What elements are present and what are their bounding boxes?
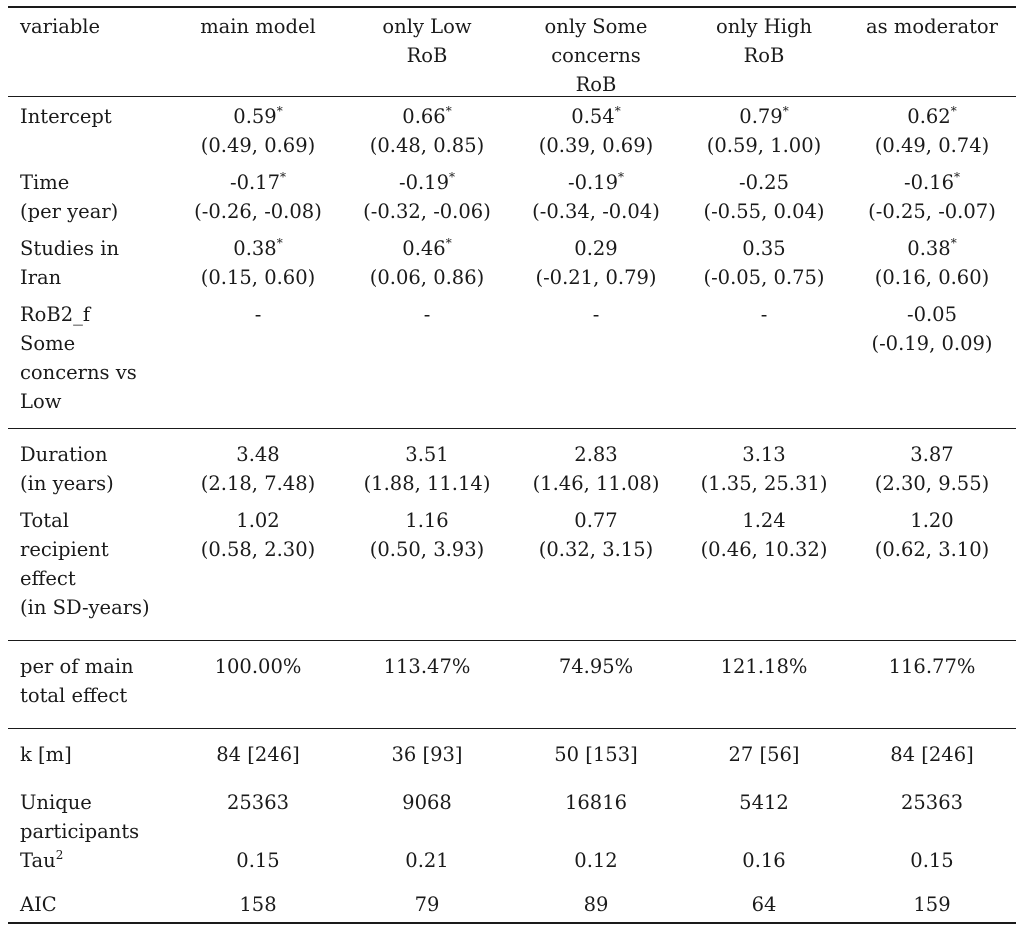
- table-cell: 5412: [739, 791, 789, 814]
- table-cell: 0.38* (0.15, 0.60): [200, 236, 316, 289]
- header-col-2: only Low RoB: [382, 15, 472, 67]
- row-label: Intercept: [20, 105, 112, 128]
- table-cell: -0.05 (-0.19, 0.09): [871, 303, 993, 355]
- table-cell: 36 [93]: [391, 743, 463, 766]
- header-col-5: as moderator: [866, 15, 998, 38]
- row-label: RoB2_f Some concerns vs Low: [20, 303, 137, 413]
- header-rule: [8, 96, 1016, 97]
- table-cell: -0.17* (-0.26, -0.08): [194, 170, 322, 223]
- table-cell: 0.77 (0.32, 3.15): [538, 509, 654, 561]
- header-col-3: only Some concerns RoB: [544, 15, 648, 96]
- table-cell: 0.66* (0.48, 0.85): [369, 104, 485, 157]
- table-cell: 0.12: [574, 849, 618, 872]
- header-variable: variable: [20, 15, 101, 38]
- table-cell: 0.21: [405, 849, 449, 872]
- row-label: Studies in Iran: [20, 237, 120, 289]
- table-cell: 89: [583, 893, 609, 916]
- table-top-rule: [8, 6, 1016, 8]
- row-label: k [m]: [20, 743, 72, 766]
- row-label: Unique participants: [20, 791, 140, 843]
- table-cell: 159: [913, 893, 951, 916]
- table-cell: 84 [246]: [890, 743, 974, 766]
- table-cell: 116.77%: [888, 655, 976, 678]
- table-cell: 0.54* (0.39, 0.69): [538, 104, 654, 157]
- table-cell: 0.59* (0.49, 0.69): [200, 104, 316, 157]
- table-cell: -0.16* (-0.25, -0.07): [868, 170, 996, 223]
- table-cell: -: [423, 303, 431, 326]
- table-cell: -: [592, 303, 600, 326]
- section-rule: [8, 728, 1016, 729]
- table-cell: 74.95%: [558, 655, 634, 678]
- table-cell: 3.48 (2.18, 7.48): [200, 443, 316, 495]
- table-cell: 158: [239, 893, 277, 916]
- table-cell: -0.19* (-0.34, -0.04): [532, 170, 660, 223]
- table-cell: 1.16 (0.50, 3.93): [369, 509, 485, 561]
- table-cell: 27 [56]: [728, 743, 800, 766]
- table-cell: 0.29 (-0.21, 0.79): [535, 237, 657, 289]
- table-bottom-rule: [8, 922, 1016, 924]
- table-cell: -: [760, 303, 768, 326]
- table-cell: 84 [246]: [216, 743, 300, 766]
- table-cell: 0.35 (-0.05, 0.75): [703, 237, 825, 289]
- table-cell: 3.87 (2.30, 9.55): [874, 443, 990, 495]
- table-cell: 0.62* (0.49, 0.74): [874, 104, 990, 157]
- table-cell: 25363: [900, 791, 964, 814]
- table-cell: 0.16: [742, 849, 786, 872]
- table-cell: 9068: [402, 791, 452, 814]
- table-cell: 121.18%: [720, 655, 808, 678]
- table-cell: 0.79* (0.59, 1.00): [706, 104, 822, 157]
- table-cell: 1.20 (0.62, 3.10): [874, 509, 990, 561]
- row-label: Tau2: [20, 848, 64, 872]
- table-cell: 25363: [226, 791, 290, 814]
- row-label: Total recipient effect (in SD-years): [20, 509, 150, 619]
- table-cell: 16816: [564, 791, 628, 814]
- row-label: per of main total effect: [20, 655, 134, 707]
- section-rule: [8, 640, 1016, 641]
- table-cell: 0.46* (0.06, 0.86): [369, 236, 485, 289]
- table-cell: -0.19* (-0.32, -0.06): [363, 170, 491, 223]
- table-cell: 64: [751, 893, 777, 916]
- table-cell: -: [254, 303, 262, 326]
- table-cell: 113.47%: [383, 655, 471, 678]
- table-cell: 100.00%: [214, 655, 302, 678]
- table-cell: 1.02 (0.58, 2.30): [200, 509, 316, 561]
- section-rule: [8, 428, 1016, 429]
- table-cell: 0.15: [236, 849, 280, 872]
- table-cell: 3.13 (1.35, 25.31): [700, 443, 828, 495]
- table-cell: 79: [414, 893, 440, 916]
- table-cell: 3.51 (1.88, 11.14): [363, 443, 491, 495]
- table-cell: 50 [153]: [554, 743, 638, 766]
- row-label: AIC: [20, 893, 57, 916]
- table-cell: 0.38* (0.16, 0.60): [874, 236, 990, 289]
- header-col-4: only High RoB: [715, 15, 813, 67]
- table-cell: 1.24 (0.46, 10.32): [700, 509, 828, 561]
- header-col-1: main model: [200, 15, 316, 38]
- table-cell: -0.25 (-0.55, 0.04): [703, 171, 825, 223]
- table-cell: 0.15: [910, 849, 954, 872]
- row-label: Duration (in years): [20, 443, 114, 495]
- row-label: Time (per year): [20, 171, 119, 223]
- table-cell: 2.83 (1.46, 11.08): [532, 443, 660, 495]
